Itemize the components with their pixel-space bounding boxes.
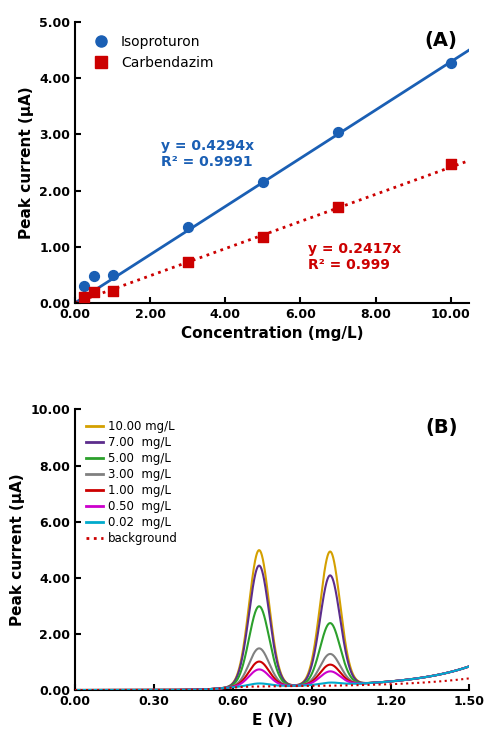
- Y-axis label: Peak current (μA): Peak current (μA): [10, 473, 25, 626]
- Point: [80, 292, 88, 303]
- Y-axis label: Peak current (μA): Peak current (μA): [18, 86, 33, 239]
- Point: [447, 57, 454, 69]
- Point: [259, 177, 267, 188]
- Point: [447, 158, 454, 170]
- Point: [184, 221, 192, 233]
- X-axis label: E (V): E (V): [252, 714, 293, 729]
- Point: [80, 280, 88, 292]
- Point: [184, 257, 192, 269]
- X-axis label: Concentration (mg/L): Concentration (mg/L): [181, 326, 363, 341]
- Legend: 10.00 mg/L, 7.00  mg/L, 5.00  mg/L, 3.00  mg/L, 1.00  mg/L, 0.50  mg/L, 0.02  mg: 10.00 mg/L, 7.00 mg/L, 5.00 mg/L, 3.00 m…: [81, 416, 182, 550]
- Text: (B): (B): [425, 418, 458, 437]
- Text: (A): (A): [425, 30, 458, 50]
- Text: y = 0.4294x
R² = 0.9991: y = 0.4294x R² = 0.9991: [162, 139, 255, 169]
- Point: [90, 271, 98, 283]
- Point: [109, 285, 117, 297]
- Legend: Isoproturon, Carbendazim: Isoproturon, Carbendazim: [82, 29, 219, 75]
- Text: y = 0.2417x
R² = 0.999: y = 0.2417x R² = 0.999: [308, 242, 401, 272]
- Point: [109, 269, 117, 280]
- Point: [334, 125, 342, 137]
- Point: [259, 231, 267, 243]
- Point: [334, 202, 342, 214]
- Point: [90, 286, 98, 298]
